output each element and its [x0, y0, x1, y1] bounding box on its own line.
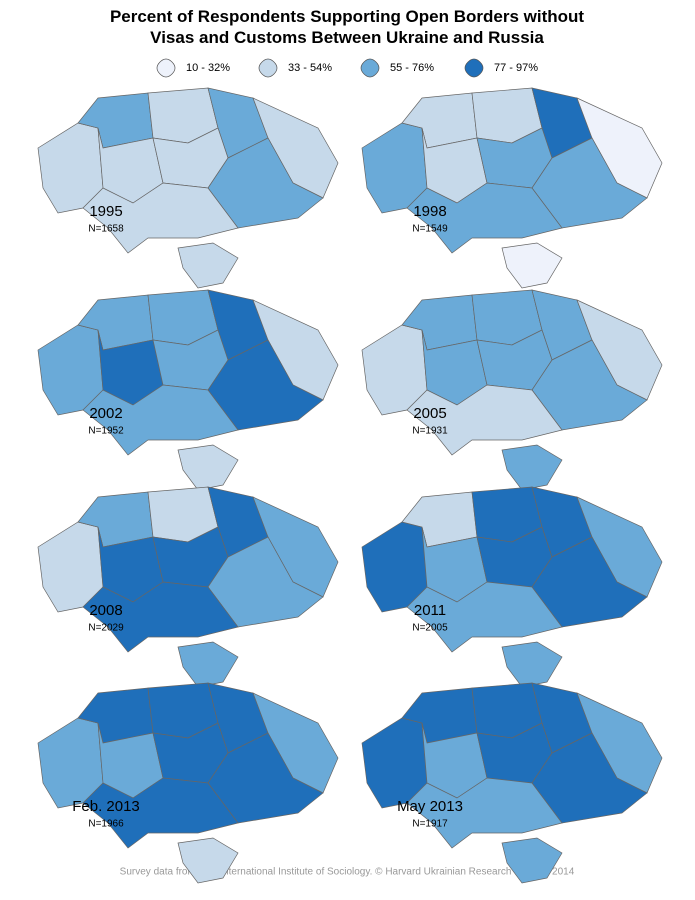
region	[82, 384, 239, 456]
map-panel: 2005 N=1931	[361, 289, 663, 491]
region	[406, 384, 563, 456]
region	[406, 777, 563, 849]
region	[82, 581, 239, 653]
panel-label: Feb. 2013	[72, 798, 140, 815]
footer: Survey data from Kyiv International Inst…	[120, 867, 575, 878]
legend-swatch	[464, 58, 484, 78]
legend-label: 77 - 97%	[494, 62, 538, 74]
region	[177, 444, 239, 491]
panel-n: N=1952	[88, 426, 124, 437]
region	[82, 777, 239, 849]
panel-n: N=1917	[412, 819, 448, 830]
legend-swatch	[258, 58, 278, 78]
map-panel: 2008 N=2029	[37, 486, 339, 688]
map-panel: 1995 N=1658	[37, 87, 339, 289]
panel-n: N=1931	[412, 426, 448, 437]
panel-label: 2011	[414, 602, 446, 619]
map-panel: Feb. 2013 N=1966	[37, 682, 339, 884]
panel-label: May 2013	[397, 798, 463, 815]
legend-label: 10 - 32%	[186, 62, 230, 74]
title: Percent of Respondents Supporting Open B…	[110, 7, 584, 47]
panel-label: 1995	[89, 203, 122, 220]
region	[501, 242, 563, 289]
map-panel: 2002 N=1952	[37, 289, 339, 491]
region	[501, 641, 563, 688]
region	[177, 242, 239, 289]
region	[501, 444, 563, 491]
legend-swatch	[156, 58, 176, 78]
map-panel: 2011 N=2005	[361, 486, 663, 688]
panel-n: N=1549	[412, 224, 448, 235]
panel-n: N=2029	[88, 623, 124, 634]
panel-label: 2005	[413, 405, 446, 422]
region	[177, 837, 239, 884]
legend-label: 33 - 54%	[288, 62, 332, 74]
legend-label: 55 - 76%	[390, 62, 434, 74]
panel-label: 1998	[413, 203, 446, 220]
region	[82, 182, 239, 254]
map-panel: May 2013 N=1917	[361, 682, 663, 884]
region	[406, 182, 563, 254]
panel-label: 2002	[89, 405, 122, 422]
region	[177, 641, 239, 688]
panel-n: N=1658	[88, 224, 124, 235]
region	[501, 837, 563, 884]
legend-swatch	[360, 58, 380, 78]
panel-n: N=1966	[88, 819, 124, 830]
panel-label: 2008	[89, 602, 122, 619]
map-panel: 1998 N=1549	[361, 87, 663, 289]
region	[406, 581, 563, 653]
panel-n: N=2005	[412, 623, 448, 634]
